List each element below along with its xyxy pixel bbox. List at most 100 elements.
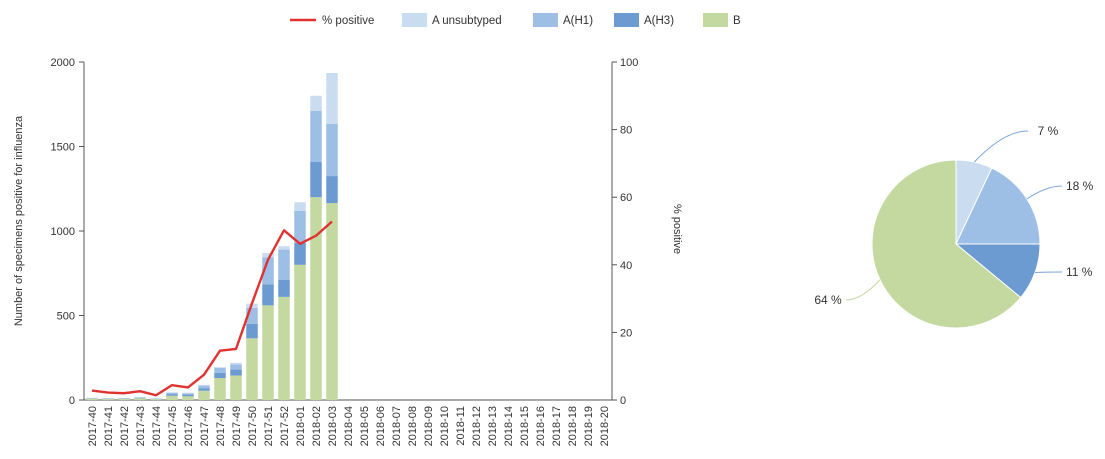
legend-swatch — [402, 13, 427, 27]
x-tick-label: 2018-04 — [343, 406, 355, 446]
y2-tick-label: 100 — [620, 57, 638, 69]
bar-segment[interactable] — [230, 364, 242, 370]
legend-label: A(H3) — [644, 15, 674, 27]
x-tick-label: 2017-51 — [263, 406, 275, 446]
x-tick-label: 2018-10 — [439, 406, 451, 446]
x-tick-label: 2018-09 — [423, 406, 435, 446]
bar-segment[interactable] — [278, 296, 290, 400]
legend-label: A(H1) — [563, 15, 593, 27]
pie-chart: 7 % 18 % 11 % 64 % — [814, 124, 1094, 329]
bar-segment[interactable] — [278, 246, 290, 250]
pie-slice-label: 64 % — [814, 293, 842, 307]
bar-segment[interactable] — [182, 392, 194, 394]
bar-segment[interactable] — [278, 280, 290, 297]
x-tick-label: 2017-50 — [247, 406, 259, 446]
x-tick-label: 2017-48 — [215, 406, 227, 446]
bar-segment[interactable] — [134, 397, 146, 398]
bar-segment[interactable] — [214, 367, 226, 373]
bar-segment[interactable] — [102, 398, 114, 400]
bar-segment[interactable] — [182, 394, 194, 397]
bar-segment[interactable] — [134, 398, 146, 400]
y2-tick-label: 60 — [620, 192, 632, 204]
legend-swatch — [614, 13, 639, 27]
legend-item[interactable]: A unsubtyped — [402, 13, 502, 27]
y2-axis-title: % positive — [671, 204, 683, 254]
x-tick-label: 2017-49 — [231, 406, 243, 446]
y-tick-label: 0 — [69, 395, 75, 407]
bar-segment[interactable] — [262, 305, 274, 400]
legend-item[interactable]: A(H1) — [533, 13, 593, 27]
x-tick-label: 2018-18 — [567, 406, 579, 446]
bar-chart: 0 500 1000 1500 2000 0 20 40 60 80 100 Number of sp… — [13, 57, 683, 446]
bar-segment[interactable] — [166, 394, 178, 396]
pie-leader-line — [845, 279, 881, 301]
legend-item[interactable]: B — [703, 13, 741, 27]
bar-segment[interactable] — [230, 362, 242, 365]
bar-segment[interactable] — [294, 210, 306, 243]
bar-segment[interactable] — [326, 203, 338, 400]
bar-segment[interactable] — [198, 385, 210, 389]
bar-segment[interactable] — [230, 375, 242, 400]
bar-segment[interactable] — [294, 202, 306, 211]
x-tick-label: 2017-44 — [151, 406, 163, 446]
bar-segment[interactable] — [326, 72, 338, 124]
legend-label: B — [733, 15, 741, 27]
legend: % positive A unsubtyped A(H1) A(H3) B — [290, 13, 741, 27]
bar-segment[interactable] — [134, 397, 146, 399]
bar-segment[interactable] — [294, 264, 306, 400]
bar-segment[interactable] — [326, 176, 338, 204]
bar-segment[interactable] — [166, 392, 178, 395]
bar-segment[interactable] — [198, 388, 210, 391]
bar-segment[interactable] — [262, 284, 274, 306]
x-tick-label: 2018-06 — [375, 406, 387, 446]
legend-item[interactable]: A(H3) — [614, 13, 674, 27]
bar-segment[interactable] — [198, 390, 210, 400]
pie-slice[interactable] — [955, 167, 1041, 245]
bar-segment[interactable] — [278, 249, 290, 281]
x-tick-label: 2018-01 — [295, 406, 307, 446]
bar-segment[interactable] — [214, 367, 226, 368]
pie-slice[interactable] — [871, 159, 1022, 329]
bar-segment[interactable] — [262, 252, 274, 258]
y-tick-label: 1500 — [51, 142, 75, 154]
x-tick-label: 2017-40 — [87, 406, 99, 446]
x-tick-label: 2017-45 — [167, 406, 179, 446]
bar-segment[interactable] — [246, 338, 258, 400]
bar-segment[interactable] — [246, 307, 258, 324]
bar-segment[interactable] — [118, 398, 130, 400]
y2-tick-label: 20 — [620, 327, 632, 339]
percent-positive-line[interactable] — [91, 220, 333, 397]
bar-segment[interactable] — [310, 111, 322, 162]
x-tick-label: 2017-42 — [119, 406, 131, 446]
x-tick-label: 2018-11 — [455, 406, 467, 446]
bar-segment[interactable] — [246, 323, 258, 339]
bar-segment[interactable] — [198, 384, 210, 386]
bar-segment[interactable] — [326, 123, 338, 177]
bar-segment[interactable] — [150, 399, 162, 400]
bar-segment[interactable] — [182, 393, 194, 395]
y2-tick-label: 80 — [620, 125, 632, 137]
legend-item[interactable]: % positive — [290, 15, 374, 27]
x-tick-label: 2018-17 — [551, 406, 563, 446]
bar-segment[interactable] — [86, 398, 98, 400]
x-tick-label: 2018-08 — [407, 406, 419, 446]
bar-segment[interactable] — [230, 369, 242, 376]
pie-leader-line — [1026, 185, 1063, 200]
legend-swatch — [703, 13, 728, 27]
bar-segment[interactable] — [310, 161, 322, 198]
x-tick-label: 2018-13 — [487, 406, 499, 446]
bar-segment[interactable] — [214, 378, 226, 400]
pie-leader-line — [973, 130, 1029, 163]
bar-segment[interactable] — [182, 396, 194, 400]
bar-segment[interactable] — [310, 197, 322, 400]
bar-segment[interactable] — [166, 392, 178, 393]
bar-segment[interactable] — [214, 372, 226, 379]
y-tick-label: 500 — [57, 311, 75, 323]
bar-segment[interactable] — [166, 395, 178, 400]
bar-segment[interactable] — [294, 242, 306, 265]
y-tick-label: 2000 — [51, 57, 75, 69]
y-tick-label: 1000 — [51, 226, 75, 238]
pie-slice-label: 18 % — [1066, 179, 1094, 193]
bar-segment[interactable] — [262, 257, 274, 285]
bar-segment[interactable] — [310, 95, 322, 112]
